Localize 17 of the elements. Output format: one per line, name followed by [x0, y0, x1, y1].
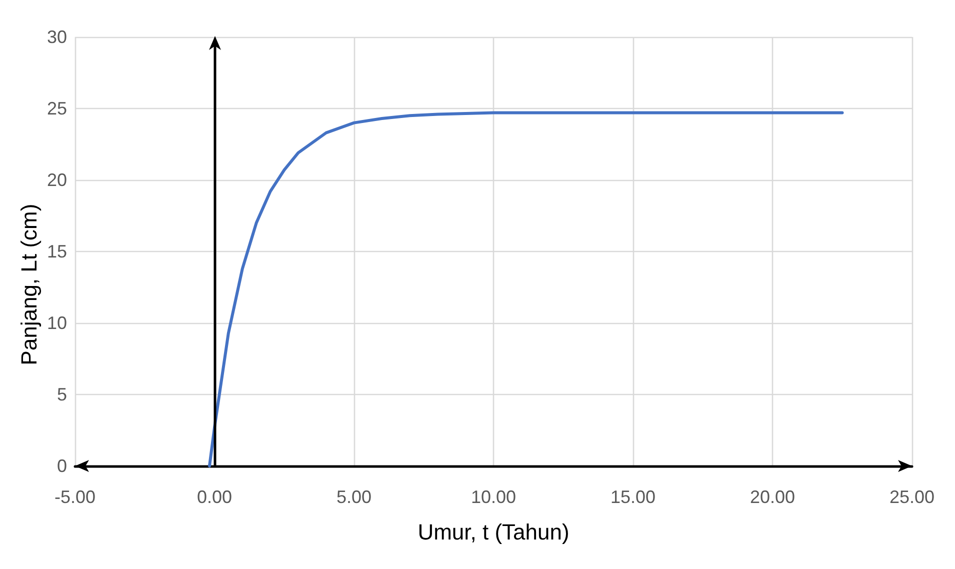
x-tick-label: 0.00 — [196, 487, 232, 507]
x-tick-label: 20.00 — [750, 487, 796, 507]
y-tick-label: 30 — [46, 27, 67, 47]
x-tick-label: 15.00 — [610, 487, 656, 507]
y-axis-title: Panjang, Lt (cm) — [16, 204, 42, 366]
x-axis-title: Umur, t (Tahun) — [418, 520, 570, 544]
y-tick-label: 15 — [46, 242, 67, 262]
x-tick-label: 10.00 — [470, 487, 516, 507]
y-tick-label: 0 — [56, 456, 67, 476]
y-tick-label: 10 — [46, 313, 67, 333]
x-tick-label: 5.00 — [336, 487, 372, 507]
y-tick-label: 20 — [46, 170, 67, 190]
x-tick-label: 25.00 — [889, 487, 935, 507]
x-tick-label: -5.00 — [54, 487, 96, 507]
y-tick-label: 25 — [46, 98, 67, 118]
line-series — [208, 111, 844, 468]
y-tick-label: 5 — [56, 384, 67, 404]
